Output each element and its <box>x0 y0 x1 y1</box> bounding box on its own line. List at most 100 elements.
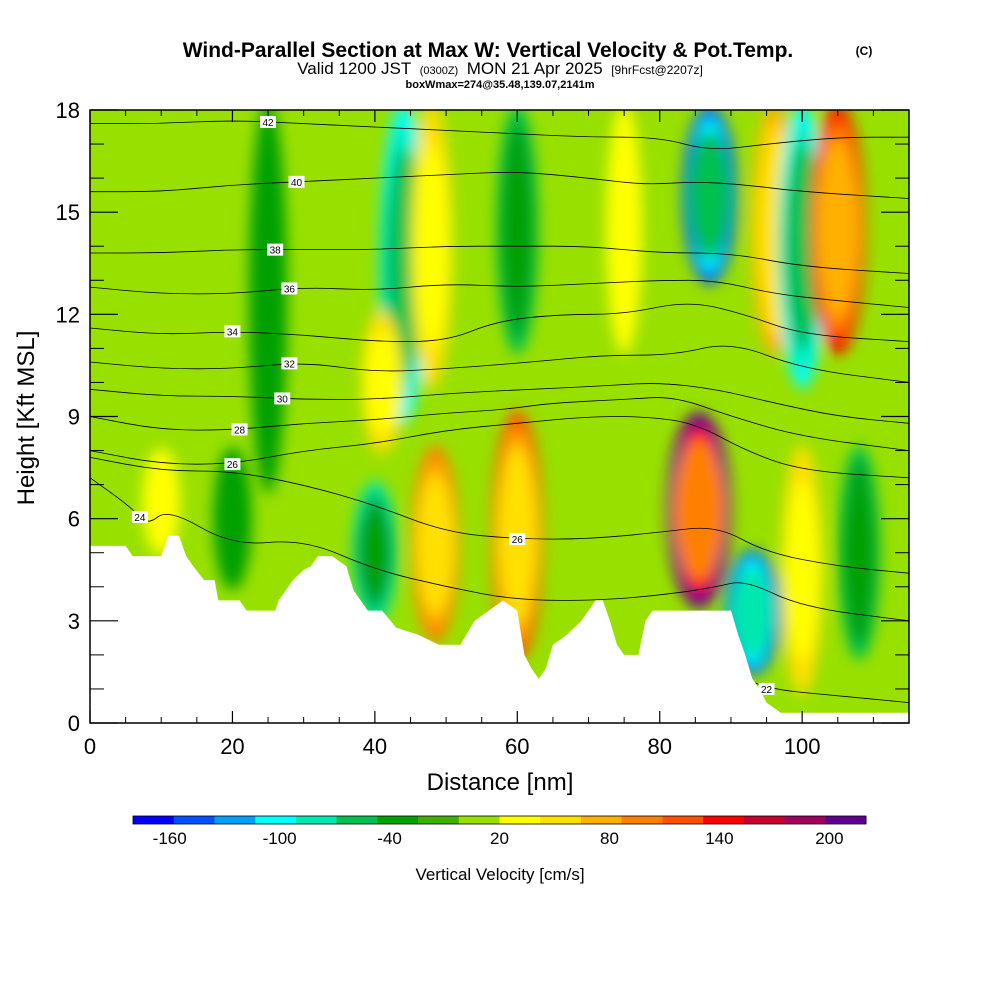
y-tick-label: 3 <box>68 609 80 634</box>
x-axis-label: Distance [nm] <box>427 769 574 796</box>
y-tick-label: 12 <box>56 302 80 327</box>
colorbar-tick-label: -160 <box>153 829 187 848</box>
theta-contour-label: 26 <box>224 458 241 471</box>
theta-contour <box>90 245 909 274</box>
theta-contour <box>90 416 909 479</box>
velocity-cell <box>415 473 455 615</box>
theta-contour-label: 32 <box>281 357 298 370</box>
colorbar-swatch <box>255 816 297 824</box>
potential-temperature-contours <box>90 120 909 703</box>
velocity-cell <box>815 139 860 319</box>
theta-contour-label: 22 <box>758 682 775 696</box>
theta-contour <box>90 120 909 150</box>
svg-text:22: 22 <box>761 685 773 696</box>
theta-contour <box>90 457 909 574</box>
y-tick-label: 9 <box>68 405 80 430</box>
svg-text:26: 26 <box>227 460 239 471</box>
colorbar-swatch <box>499 816 541 824</box>
velocity-cell <box>500 139 535 319</box>
x-tick-label: 0 <box>84 734 96 759</box>
colorbar-swatch <box>703 816 745 824</box>
colorbar-swatch <box>621 816 663 824</box>
velocity-cell <box>356 501 394 604</box>
svg-text:42: 42 <box>262 118 274 129</box>
plot-area <box>90 110 909 723</box>
colorbar-swatch <box>214 816 256 824</box>
contour-labels: 22 24 26 26 28 30 32 34 36 38 40 42 <box>131 115 775 696</box>
y-tick-label: 15 <box>56 200 80 225</box>
x-tick-label: 100 <box>784 734 821 759</box>
theta-contour-label: 30 <box>274 392 291 405</box>
y-axis-label: Height [Kft MSL] <box>13 331 40 506</box>
chart-subtitle: Valid 1200 JST (0300Z) MON 21 Apr 2025 [… <box>297 59 703 78</box>
velocity-cell <box>252 156 284 438</box>
subtitle-forecast: [9hrFcst@2207z] <box>611 63 703 77</box>
theta-contour-label: 26 <box>509 533 526 546</box>
colorbar-swatch <box>825 816 867 824</box>
theta-contour <box>90 345 909 383</box>
theta-contour-label: 36 <box>281 282 298 295</box>
theta-contour <box>90 303 909 343</box>
subtitle-valid: Valid 1200 JST <box>297 59 411 78</box>
theta-contour-label: 34 <box>224 325 241 338</box>
colorbar-tick-label: 80 <box>600 829 619 848</box>
svg-text:34: 34 <box>227 327 239 338</box>
colorbar-tick-label: 140 <box>705 829 733 848</box>
svg-text:32: 32 <box>284 359 296 370</box>
theta-contour <box>90 172 909 199</box>
x-tick-label: 40 <box>363 734 387 759</box>
velocity-cell <box>842 476 877 630</box>
colorbar-swatch <box>540 816 582 824</box>
colorbar-swatch <box>458 816 500 824</box>
theta-contour-label: 40 <box>288 175 305 189</box>
terrain-mask <box>90 535 909 723</box>
svg-text:40: 40 <box>291 178 303 189</box>
colorbar-swatch <box>743 816 786 824</box>
svg-text:38: 38 <box>270 246 282 257</box>
chart-subtitle-2: boxWmax=274@35.48,139.07,2141m <box>406 79 595 91</box>
velocity-cell <box>687 131 732 259</box>
theta-contour-label: 24 <box>131 510 148 524</box>
vertical-velocity-field <box>142 110 880 695</box>
colorbar-label: Vertical Velocity [cm/s] <box>415 865 584 884</box>
colorbar: -160 -100 -40 20 80 140 200 <box>132 815 867 848</box>
velocity-cell <box>414 144 449 349</box>
chart-title: Wind-Parallel Section at Max W: Vertical… <box>183 39 794 62</box>
theta-contour <box>90 279 909 308</box>
colorbar-swatch <box>784 816 826 824</box>
theta-contour-label: 28 <box>231 423 248 436</box>
colorbar-swatch <box>418 816 460 824</box>
y-tick-label: 18 <box>56 98 80 123</box>
colorbar-tick-label: 20 <box>490 829 509 848</box>
theta-contour <box>90 383 909 424</box>
colorbar-swatch <box>295 816 338 824</box>
colorbar-frame <box>132 815 867 825</box>
colorbar-swatch <box>580 816 623 824</box>
velocity-cell <box>216 467 249 570</box>
colorbar-tick-label: -100 <box>263 829 297 848</box>
colorbar-swatch <box>173 816 215 824</box>
copyright-mark: (C) <box>856 44 873 58</box>
svg-text:26: 26 <box>512 535 524 546</box>
x-tick-label: 60 <box>505 734 529 759</box>
x-tick-label: 80 <box>647 734 671 759</box>
velocity-cell <box>729 567 776 658</box>
theta-contour <box>90 397 909 451</box>
y-tick-label: 6 <box>68 507 80 532</box>
x-tick-label: 20 <box>220 734 244 759</box>
colorbar-tick-label: 200 <box>815 829 843 848</box>
svg-text:36: 36 <box>284 284 296 295</box>
velocity-cell <box>145 463 177 540</box>
velocity-cell <box>672 439 725 581</box>
subtitle-date: MON 21 Apr 2025 <box>467 59 603 78</box>
svg-text:24: 24 <box>134 513 146 524</box>
colorbar-swatch <box>336 816 378 824</box>
theta-contour-label: 38 <box>267 243 284 257</box>
theta-contour-label: 42 <box>260 115 277 129</box>
velocity-cell <box>609 139 640 319</box>
velocity-cell <box>365 331 399 434</box>
colorbar-swatch <box>662 816 704 824</box>
svg-text:30: 30 <box>277 394 289 405</box>
subtitle-utc: (0300Z) <box>420 65 459 77</box>
